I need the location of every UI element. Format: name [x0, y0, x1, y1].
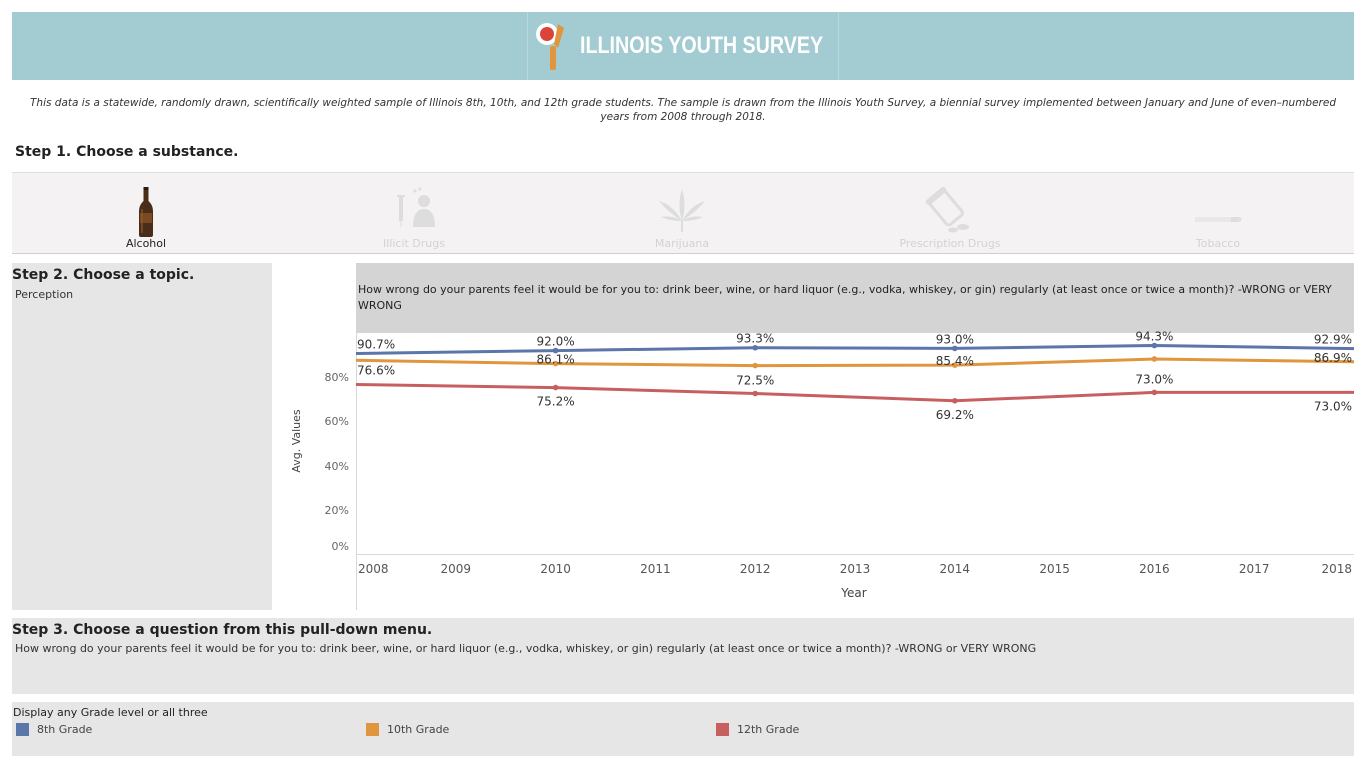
step2-title: Step 2. Choose a topic. — [12, 267, 195, 283]
data-point — [1151, 389, 1158, 396]
cigarette-icon — [1195, 217, 1242, 222]
pill-bottle-icon — [925, 187, 969, 233]
plot-area — [356, 333, 1354, 554]
logo[interactable]: ILLINOIS YOUTH SURVEY — [527, 12, 839, 80]
data-label: 85.4% — [936, 354, 974, 368]
data-label: 86.9% — [1314, 351, 1352, 365]
beer-bottle-icon — [139, 187, 153, 237]
data-label: 86.1% — [537, 353, 575, 367]
legend-item-8th-grade[interactable]: 8th Grade — [16, 723, 92, 736]
y-tick-label: 40% — [325, 460, 349, 473]
legend-label: 12th Grade — [737, 723, 800, 736]
data-point — [552, 347, 559, 354]
data-point — [952, 397, 958, 404]
series-line-10th-grade — [355, 357, 1354, 368]
cannabis-leaf-icon — [659, 189, 705, 232]
legend-item-12th-grade[interactable]: 12th Grade — [716, 723, 799, 736]
question-panel: Step 3. Choose a question from this pull… — [12, 618, 1354, 694]
series-line-8th-grade — [355, 343, 1354, 355]
x-tick-label: 2018 — [1321, 562, 1352, 576]
x-tick-label: 2008 — [358, 562, 389, 576]
data-point — [752, 344, 758, 351]
data-point — [552, 384, 559, 391]
step3-title: Step 3. Choose a question from this pull… — [12, 622, 433, 638]
x-tick-label: 2017 — [1239, 562, 1270, 576]
data-point — [752, 362, 758, 369]
topic-panel: Step 2. Choose a topic. Perception — [12, 263, 272, 610]
data-label: 93.3% — [736, 332, 774, 346]
x-tick-label: 2009 — [441, 562, 472, 576]
iys-logo-icon — [536, 23, 564, 70]
substance-alcohol[interactable]: Alcohol — [12, 173, 280, 255]
legend-item-10th-grade[interactable]: 10th Grade — [366, 723, 449, 736]
syringe-person-icon — [397, 187, 435, 227]
x-tick-label: 2013 — [840, 562, 871, 576]
data-label: 90.7% — [357, 337, 395, 351]
data-point — [552, 360, 559, 367]
legend-label: 10th Grade — [387, 723, 450, 736]
chart-plot: 0% 20% 40% 60% 80% Avg. Values 2008 2009 2010 201… — [290, 330, 1354, 610]
x-tick-label: 2016 — [1139, 562, 1170, 576]
data-label: 92.0% — [537, 335, 575, 349]
data-label: 94.3% — [1135, 330, 1173, 344]
data-label: 73.0% — [1314, 399, 1352, 413]
legend-title: Display any Grade level or all three — [13, 706, 208, 719]
substance-label: Alcohol — [125, 237, 167, 250]
grade-legend: Display any Grade level or all three 8th… — [12, 702, 1354, 756]
topic-option-perception[interactable]: Perception — [15, 288, 74, 301]
data-point — [1151, 342, 1158, 349]
substance-label: Marijuana — [654, 237, 710, 250]
substance-label: Tobacco — [1195, 237, 1241, 250]
y-tick-label: 20% — [325, 504, 349, 517]
substance-marijuana[interactable]: Marijuana — [548, 173, 816, 255]
data-point — [952, 362, 958, 368]
legend-swatch — [366, 723, 379, 736]
y-tick-label: 60% — [325, 415, 349, 428]
substance-tobacco[interactable]: Tobacco — [1084, 173, 1352, 255]
substance-label: Prescription Drugs — [899, 237, 1001, 250]
step1-title: Step 1. Choose a substance. — [15, 144, 239, 160]
x-tick-label: 2010 — [540, 562, 571, 576]
legend-label: 8th Grade — [37, 723, 93, 736]
data-label: 72.5% — [736, 374, 774, 388]
substance-selector: Alcohol Illicit Drugs Marijuana — [12, 172, 1354, 254]
intro-text: This data is a statewide, randomly drawn… — [30, 97, 1336, 123]
data-label: 93.0% — [936, 332, 974, 346]
data-label: 73.0% — [1135, 372, 1173, 386]
x-tick-label: 2014 — [940, 562, 971, 576]
data-point — [1151, 356, 1158, 362]
question-dropdown[interactable]: How wrong do your parents feel it would … — [15, 642, 1037, 655]
y-tick-label: 80% — [325, 371, 349, 384]
substance-label: Illicit Drugs — [382, 237, 445, 250]
legend-swatch — [716, 723, 729, 736]
logo-text: ILLINOIS YOUTH SURVEY — [580, 32, 824, 59]
y-tick-label: 0% — [332, 540, 349, 553]
line-chart: How wrong do your parents feel it would … — [272, 263, 1354, 610]
data-point — [952, 345, 958, 352]
substance-prescription-drugs[interactable]: Prescription Drugs — [816, 173, 1084, 255]
data-label: 76.6% — [357, 363, 395, 377]
data-label: 92.9% — [1314, 333, 1352, 347]
x-tick-label: 2012 — [740, 562, 771, 576]
x-tick-label: 2011 — [640, 562, 671, 576]
data-label: 69.2% — [936, 408, 974, 422]
y-axis-label: Avg. Values — [290, 409, 303, 473]
header-banner: ILLINOIS YOUTH SURVEY — [12, 12, 1354, 80]
chart-title: How wrong do your parents feel it would … — [356, 263, 1354, 333]
substance-illicit-drugs[interactable]: Illicit Drugs — [280, 173, 548, 255]
series-line-12th-grade — [355, 383, 1354, 403]
legend-swatch — [16, 723, 29, 736]
x-tick-label: 2015 — [1039, 562, 1070, 576]
data-point — [752, 390, 758, 397]
x-axis-label: Year — [840, 586, 866, 600]
data-label: 75.2% — [537, 395, 575, 409]
